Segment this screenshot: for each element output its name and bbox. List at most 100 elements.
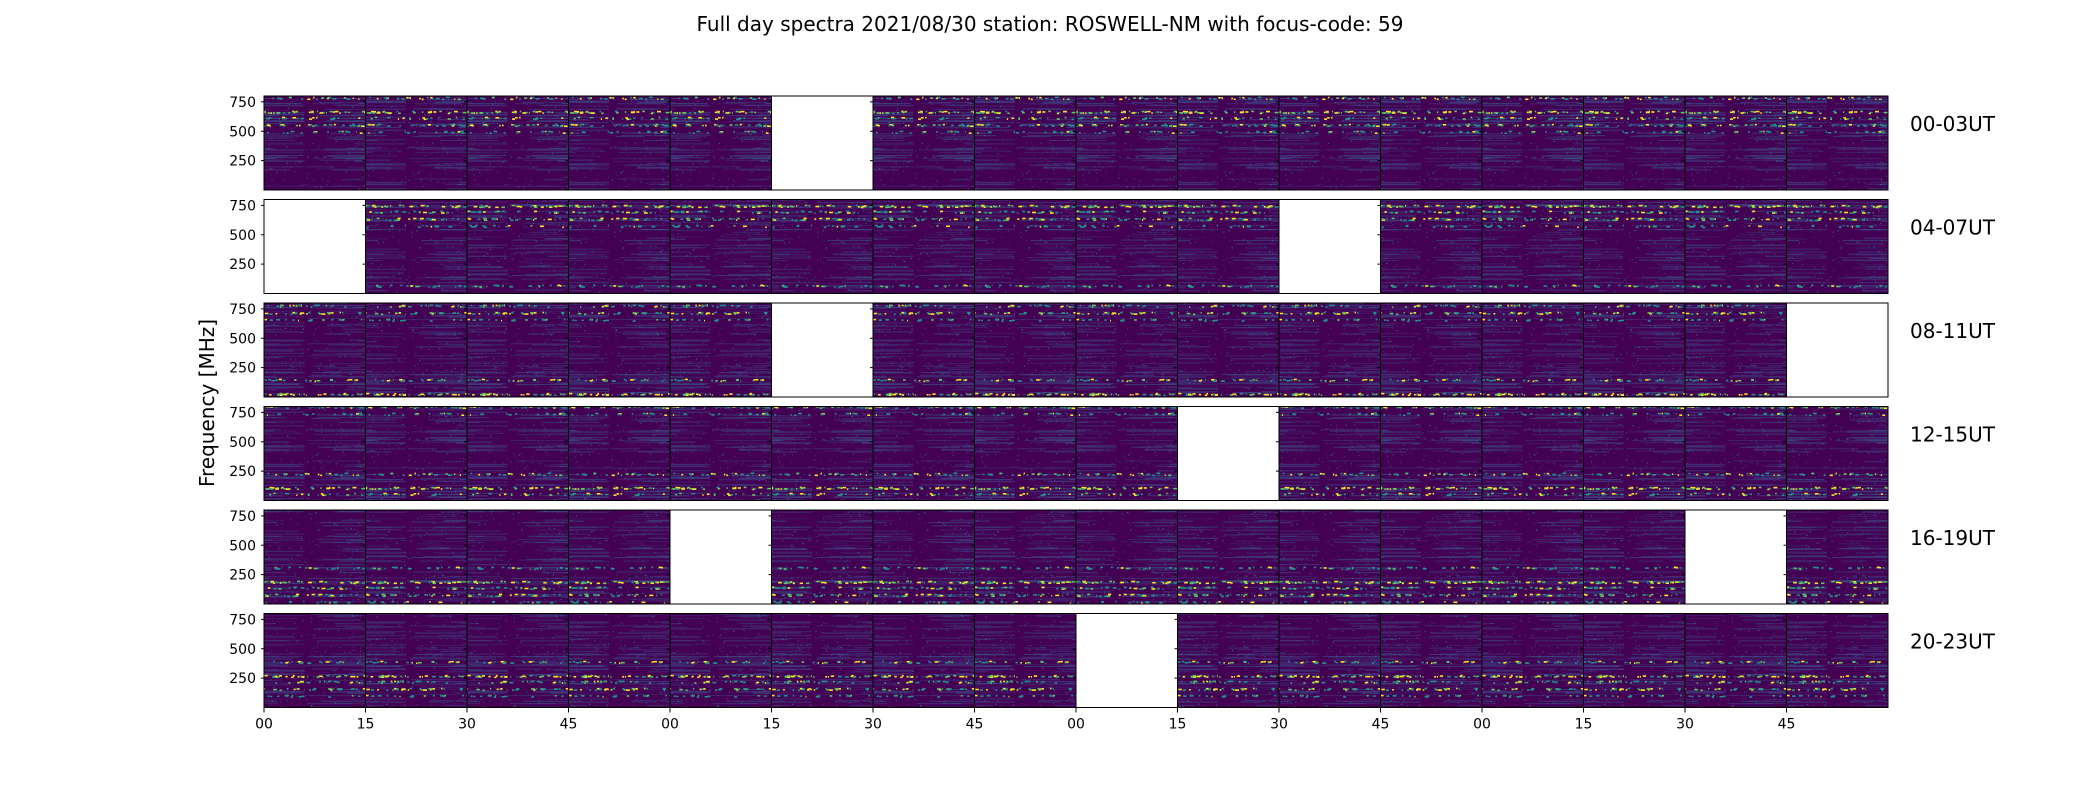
spectrum-panel — [872, 95, 975, 191]
spectrum-panel — [669, 95, 772, 191]
spectrum-panel — [466, 302, 569, 398]
spectrum-panel — [365, 509, 468, 605]
spectrum-panel — [1380, 199, 1483, 294]
x-tick-label: 15 — [357, 717, 375, 733]
spectrum-panel — [1278, 406, 1381, 501]
spectrum-panel — [974, 613, 1077, 708]
empty-spectrum-panel — [1278, 199, 1381, 294]
spectrum-panel — [263, 95, 366, 191]
x-tick-label: 45 — [1372, 717, 1390, 733]
spectrum-panel — [568, 406, 671, 501]
spectrum-panel — [466, 95, 569, 191]
x-tick-label: 00 — [1067, 717, 1085, 733]
spectrum-panel — [1684, 95, 1787, 191]
empty-spectrum-panel — [263, 199, 366, 294]
x-tick-label: 00 — [661, 717, 679, 733]
spectrum-panel — [974, 406, 1077, 501]
empty-spectrum-panel — [1684, 509, 1787, 605]
y-tick-label: 250 — [229, 361, 256, 377]
spectrum-panel — [1786, 509, 1889, 605]
spectrum-panel — [669, 199, 772, 294]
spectrum-panel — [568, 199, 671, 294]
spectrum-panel — [466, 199, 569, 294]
y-axis-label: Frequency [MHz] — [195, 319, 219, 487]
x-tick-label: 15 — [1575, 717, 1593, 733]
spectrum-panel — [1786, 613, 1889, 708]
spectrum-panel — [1075, 509, 1178, 605]
spectrum-panel — [1380, 302, 1483, 398]
spectrum-panel — [1481, 302, 1584, 398]
spectrum-panel — [1075, 95, 1178, 191]
spectrum-panel — [872, 509, 975, 605]
chart-title: Full day spectra 2021/08/30 station: ROS… — [697, 12, 1404, 36]
spectrum-panel — [974, 302, 1077, 398]
spectrum-panel — [466, 509, 569, 605]
row-time-label: 04-07UT — [1910, 216, 1996, 240]
spectrum-panel — [1583, 95, 1686, 191]
spectrum-panel — [1177, 302, 1280, 398]
x-tick-label: 45 — [560, 717, 578, 733]
spectrum-panel — [1278, 302, 1381, 398]
empty-spectrum-panel — [771, 302, 874, 398]
spectrum-panel — [466, 613, 569, 708]
spectra-row: 250 500 750 20-23UT — [229, 612, 1996, 708]
spectrum-panel — [568, 613, 671, 708]
x-tick-label: 15 — [1169, 717, 1187, 733]
spectrum-panel — [1481, 509, 1584, 605]
spectrum-panel — [974, 95, 1077, 191]
spectrum-panel — [1786, 95, 1889, 191]
spectrum-panel — [669, 613, 772, 708]
spectrum-panel — [669, 406, 772, 501]
spectrum-panel — [1481, 95, 1584, 191]
spectrum-panel — [1481, 199, 1584, 294]
spectrum-panel — [974, 509, 1077, 605]
y-tick-label: 250 — [229, 464, 256, 480]
spectrum-panel — [263, 509, 366, 605]
y-tick-label: 500 — [229, 435, 256, 451]
spectrum-panel — [1684, 406, 1787, 501]
spectrum-panel — [1380, 509, 1483, 605]
x-tick-label: 30 — [458, 717, 476, 733]
spectrum-panel — [1684, 613, 1787, 708]
y-tick-label: 750 — [229, 198, 256, 214]
spectrum-panel — [1786, 199, 1889, 294]
spectrum-panel — [669, 302, 772, 398]
spectrum-panel — [568, 302, 671, 398]
row-time-label: 16-19UT — [1910, 526, 1996, 550]
spectrum-panel — [872, 406, 975, 501]
spectrum-panel — [1684, 199, 1787, 294]
spectrum-panel — [1177, 199, 1280, 294]
spectrum-panel — [1481, 406, 1584, 501]
x-tick-label: 00 — [1473, 717, 1491, 733]
spectrum-panel — [1177, 509, 1280, 605]
row-time-label: 20-23UT — [1910, 630, 1996, 654]
y-tick-label: 750 — [229, 509, 256, 525]
y-tick-label: 750 — [229, 95, 256, 111]
x-tick-label: 45 — [966, 717, 984, 733]
spectrum-panel — [1583, 406, 1686, 501]
spectrum-panel — [1380, 95, 1483, 191]
spectrum-panel — [872, 613, 975, 708]
spectrum-panel — [365, 613, 468, 708]
row-time-label: 12-15UT — [1910, 423, 1996, 447]
spectrum-panel — [1583, 302, 1686, 398]
empty-spectrum-panel — [1177, 406, 1280, 501]
y-tick-label: 250 — [229, 671, 256, 687]
x-tick-label: 30 — [1676, 717, 1694, 733]
spectrum-panel — [872, 199, 975, 294]
y-tick-label: 750 — [229, 612, 256, 628]
y-tick-label: 500 — [229, 331, 256, 347]
spectra-row: 250 500 750 08-11UT — [229, 302, 1996, 398]
spectrum-panel — [568, 95, 671, 191]
x-tick-label: 15 — [763, 717, 781, 733]
spectra-row: 250 500 750 04-07UT — [229, 198, 1996, 294]
x-tick-label: 30 — [1270, 717, 1288, 733]
spectrum-panel — [1684, 302, 1787, 398]
spectrum-panel — [1380, 613, 1483, 708]
spectrum-panel — [365, 95, 468, 191]
spectrum-panel — [263, 302, 366, 398]
spectrum-panel — [466, 406, 569, 501]
spectrum-panel — [771, 613, 874, 708]
spectra-rows: 250 500 750 00-03UT 250 500 750 04-07UT 250 500 75… — [229, 95, 1996, 708]
